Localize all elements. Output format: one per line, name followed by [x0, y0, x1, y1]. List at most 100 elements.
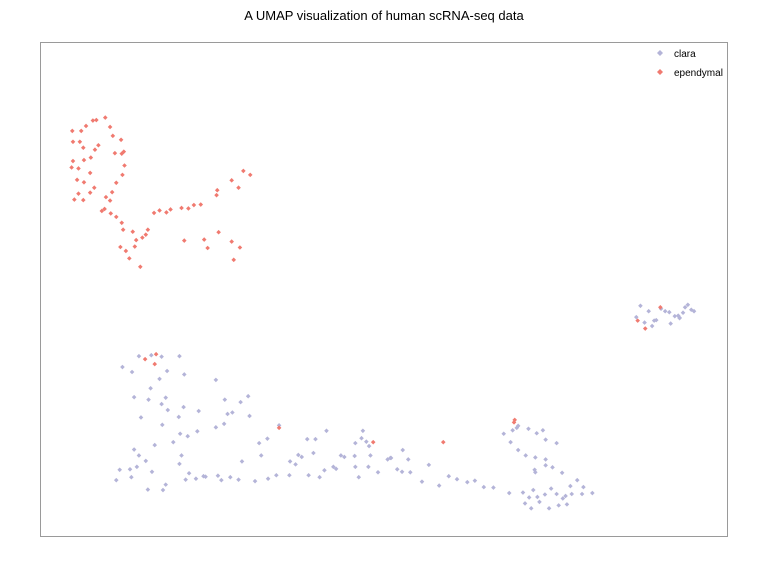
point-clara-41 — [179, 453, 184, 458]
point-ependymal-65 — [247, 172, 253, 178]
point-clara-114 — [542, 492, 548, 497]
point-clara-113 — [530, 487, 536, 493]
point-clara-152 — [646, 308, 651, 314]
point-ependymal-16 — [70, 139, 76, 145]
point-clara-143 — [534, 430, 540, 436]
point-ependymal-77 — [440, 439, 446, 445]
point-clara-117 — [560, 496, 566, 501]
point-clara-52 — [276, 423, 282, 428]
point-clara-144 — [540, 427, 546, 433]
point-clara-115 — [548, 486, 554, 491]
point-clara-162 — [685, 302, 691, 308]
point-clara-77 — [366, 464, 371, 470]
point-ependymal-6 — [81, 179, 87, 185]
point-ependymal-5 — [74, 177, 80, 183]
point-clara-17 — [213, 377, 219, 383]
point-clara-98 — [356, 474, 362, 480]
point-ependymal-22 — [94, 117, 99, 123]
point-clara-74 — [426, 462, 432, 468]
point-clara-71 — [388, 455, 393, 461]
point-clara-161 — [682, 304, 688, 310]
legend-entry-1: ependymal — [657, 68, 723, 79]
point-clara-142 — [526, 426, 531, 432]
point-clara-146 — [554, 440, 559, 446]
point-clara-138 — [501, 431, 507, 437]
point-clara-105 — [465, 479, 470, 485]
point-ependymal-35 — [107, 198, 113, 203]
point-ependymal-10 — [70, 158, 76, 164]
point-clara-45 — [221, 421, 227, 427]
point-ependymal-24 — [107, 124, 113, 130]
point-clara-20 — [196, 408, 201, 414]
point-ependymal-46 — [127, 256, 132, 261]
point-ependymal-3 — [87, 190, 93, 195]
point-ependymal-64 — [241, 168, 246, 174]
point-ependymal-50 — [143, 232, 149, 237]
point-ependymal-70 — [229, 239, 234, 244]
point-clara-48 — [238, 399, 243, 405]
point-ependymal-56 — [179, 205, 184, 211]
legend-marker-1 — [657, 69, 663, 75]
point-ependymal-11 — [81, 157, 87, 163]
point-clara-95 — [274, 472, 279, 478]
point-ependymal-54 — [164, 210, 169, 215]
point-clara-119 — [556, 503, 561, 508]
point-clara-44 — [213, 425, 219, 430]
point-clara-42 — [185, 433, 191, 439]
point-clara-125 — [569, 491, 575, 497]
point-clara-102 — [436, 483, 442, 488]
point-clara-60 — [311, 450, 316, 456]
point-clara-1 — [148, 352, 154, 358]
legend-entry-0: clara — [657, 49, 696, 60]
point-clara-165 — [642, 320, 647, 325]
point-ependymal-75 — [276, 425, 282, 431]
point-clara-62 — [342, 454, 347, 460]
point-ependymal-14 — [96, 142, 101, 148]
point-clara-103 — [446, 473, 452, 479]
point-clara-164 — [691, 308, 697, 314]
point-clara-14 — [165, 407, 171, 413]
point-ependymal-80 — [658, 304, 663, 310]
point-ependymal-76 — [370, 439, 376, 445]
point-clara-13 — [138, 415, 144, 420]
point-clara-86 — [236, 477, 241, 482]
point-clara-160 — [680, 310, 686, 316]
point-clara-10 — [131, 394, 137, 400]
point-ependymal-68 — [205, 245, 210, 251]
point-ependymal-21 — [90, 118, 96, 123]
point-clara-149 — [533, 469, 538, 475]
point-clara-126 — [579, 491, 585, 497]
point-clara-85 — [252, 478, 258, 484]
point-ependymal-18 — [69, 128, 75, 134]
point-clara-40 — [177, 461, 182, 467]
point-clara-123 — [537, 499, 542, 505]
points-layer — [69, 115, 697, 511]
point-clara-65 — [364, 439, 369, 444]
point-ependymal-29 — [119, 151, 125, 156]
point-ependymal-45 — [123, 248, 129, 254]
point-clara-81 — [317, 474, 322, 480]
point-clara-112 — [535, 494, 540, 500]
point-clara-26 — [131, 447, 137, 452]
point-clara-157 — [666, 309, 672, 315]
point-clara-7 — [157, 376, 162, 382]
point-clara-11 — [146, 397, 151, 402]
point-clara-39 — [186, 470, 192, 476]
point-clara-106 — [472, 478, 478, 483]
point-ependymal-57 — [186, 206, 191, 211]
point-clara-46 — [225, 411, 230, 417]
point-ependymal-0 — [72, 197, 77, 202]
point-clara-67 — [352, 453, 357, 459]
point-ependymal-7 — [87, 170, 93, 176]
point-clara-90 — [193, 476, 199, 481]
point-clara-59 — [359, 435, 364, 441]
point-clara-116 — [554, 491, 559, 497]
point-clara-156 — [662, 308, 668, 314]
point-ependymal-82 — [511, 420, 517, 425]
point-clara-28 — [143, 458, 149, 464]
point-ependymal-55 — [168, 207, 173, 212]
point-clara-150 — [634, 314, 639, 320]
point-clara-50 — [265, 436, 270, 441]
point-clara-76 — [394, 467, 400, 472]
point-clara-15 — [181, 404, 186, 410]
